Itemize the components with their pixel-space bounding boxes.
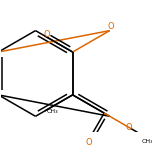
Text: O: O (107, 22, 114, 31)
Text: O: O (125, 123, 132, 132)
Text: CH₃: CH₃ (142, 139, 152, 144)
Text: O: O (43, 30, 50, 39)
Text: O: O (85, 138, 92, 147)
Text: CH₃: CH₃ (46, 109, 58, 114)
